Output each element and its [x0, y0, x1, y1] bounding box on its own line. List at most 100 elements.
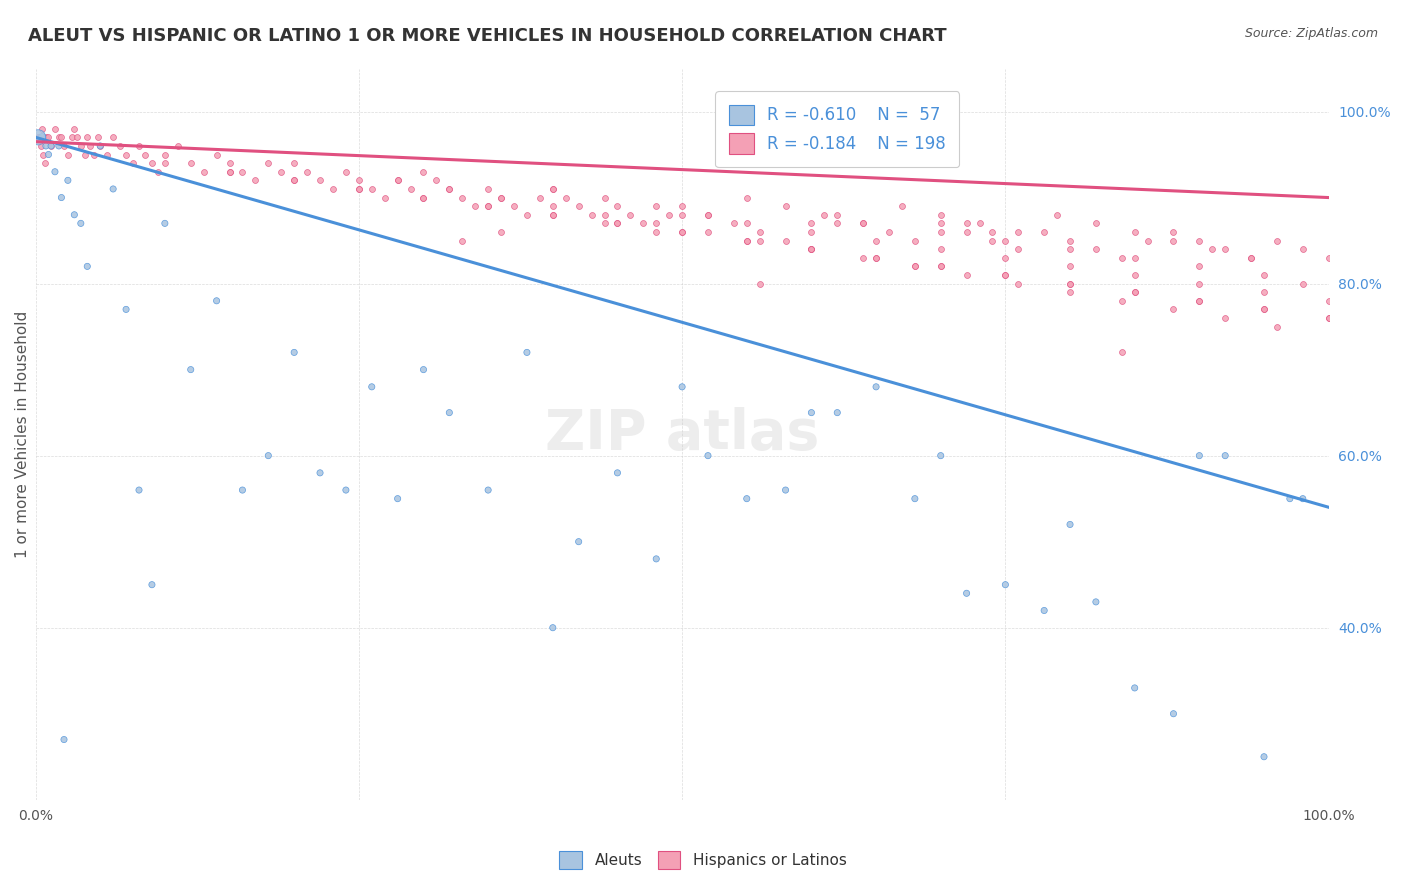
Point — [1317, 251, 1340, 265]
Point — [929, 208, 952, 222]
Point — [1317, 293, 1340, 308]
Point — [180, 362, 202, 376]
Point — [1033, 603, 1056, 617]
Point — [1163, 225, 1185, 239]
Point — [451, 234, 474, 248]
Point — [904, 260, 927, 274]
Point — [1163, 706, 1185, 721]
Point — [568, 199, 591, 213]
Point — [994, 268, 1017, 282]
Point — [245, 173, 267, 187]
Point — [671, 225, 693, 239]
Point — [387, 173, 409, 187]
Point — [231, 483, 253, 497]
Point — [1240, 251, 1263, 265]
Point — [121, 156, 143, 170]
Point — [775, 234, 797, 248]
Point — [929, 242, 952, 256]
Point — [1163, 234, 1185, 248]
Point — [1059, 277, 1081, 291]
Point — [877, 225, 900, 239]
Point — [295, 165, 318, 179]
Point — [1059, 242, 1081, 256]
Point — [439, 182, 461, 196]
Point — [1033, 225, 1056, 239]
Point — [813, 208, 835, 222]
Point — [1084, 242, 1107, 256]
Point — [30, 139, 52, 153]
Point — [283, 345, 305, 359]
Point — [387, 173, 409, 187]
Point — [128, 139, 150, 153]
Point — [347, 173, 370, 187]
Point — [593, 208, 616, 222]
Point — [1188, 293, 1211, 308]
Point — [645, 225, 668, 239]
Point — [39, 139, 62, 153]
Point — [581, 208, 603, 222]
Point — [800, 242, 823, 256]
Point — [1123, 681, 1146, 695]
Point — [929, 225, 952, 239]
Point — [800, 225, 823, 239]
Point — [735, 190, 758, 204]
Point — [35, 130, 58, 145]
Point — [218, 165, 240, 179]
Point — [153, 156, 176, 170]
Point — [775, 483, 797, 497]
Point — [1317, 311, 1340, 326]
Point — [1292, 491, 1315, 506]
Point — [1253, 268, 1275, 282]
Point — [193, 165, 215, 179]
Point — [1007, 277, 1029, 291]
Point — [69, 216, 91, 230]
Point — [412, 362, 434, 376]
Point — [852, 251, 875, 265]
Point — [904, 234, 927, 248]
Point — [399, 182, 422, 196]
Point — [79, 139, 101, 153]
Point — [1059, 277, 1081, 291]
Point — [697, 449, 720, 463]
Point — [1111, 251, 1133, 265]
Point — [748, 277, 770, 291]
Point — [347, 182, 370, 196]
Point — [347, 182, 370, 196]
Point — [76, 130, 98, 145]
Point — [1084, 216, 1107, 230]
Text: ZIP atlas: ZIP atlas — [546, 407, 820, 461]
Point — [606, 199, 628, 213]
Point — [86, 130, 108, 145]
Point — [63, 121, 86, 136]
Point — [464, 199, 486, 213]
Point — [800, 216, 823, 230]
Point — [53, 139, 76, 153]
Point — [606, 216, 628, 230]
Point — [1317, 311, 1340, 326]
Point — [360, 380, 382, 394]
Point — [451, 190, 474, 204]
Point — [180, 156, 202, 170]
Point — [541, 182, 564, 196]
Point — [865, 251, 887, 265]
Point — [83, 147, 105, 161]
Point — [412, 190, 434, 204]
Point — [827, 216, 849, 230]
Point — [39, 139, 62, 153]
Point — [218, 165, 240, 179]
Point — [503, 199, 526, 213]
Point — [439, 182, 461, 196]
Point — [37, 130, 59, 145]
Point — [48, 139, 70, 153]
Point — [205, 293, 228, 308]
Point — [31, 121, 53, 136]
Point — [955, 268, 977, 282]
Point — [955, 216, 977, 230]
Point — [218, 156, 240, 170]
Point — [134, 147, 156, 161]
Point — [1253, 302, 1275, 317]
Point — [35, 139, 58, 153]
Point — [66, 130, 89, 145]
Point — [1046, 208, 1069, 222]
Point — [283, 156, 305, 170]
